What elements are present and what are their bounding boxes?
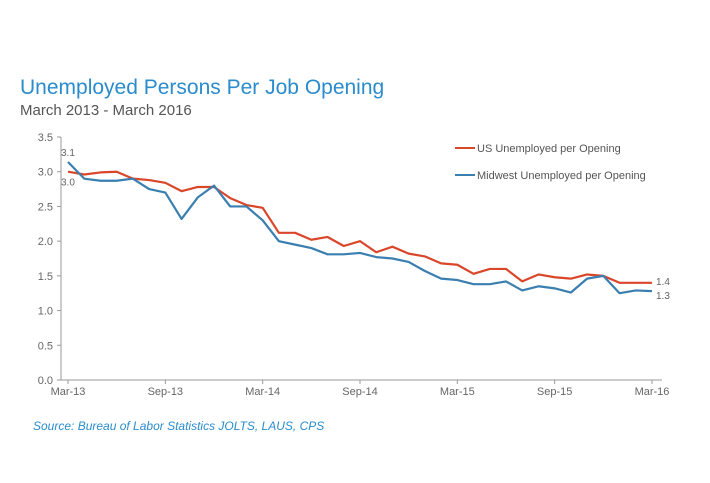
x-tick-label: Mar-14 <box>245 386 280 398</box>
y-tick-label: 2.0 <box>38 236 53 248</box>
x-tick-label: Sep-13 <box>148 386 183 398</box>
end-data-label: 1.3 <box>656 291 670 302</box>
chart-title: Unemployed Persons Per Job Opening <box>20 76 385 99</box>
y-tick-label: 2.5 <box>38 201 53 213</box>
chart-subtitle: March 2013 - March 2016 <box>20 102 192 119</box>
x-tick-label: Sep-15 <box>537 386 572 398</box>
y-tick-label: 1.0 <box>38 306 53 318</box>
start-data-label: 3.0 <box>61 178 75 189</box>
y-tick-label: 3.5 <box>38 132 53 144</box>
series-line-us <box>67 170 652 284</box>
y-tick-label: 3.0 <box>38 167 53 179</box>
y-tick-label: 1.5 <box>38 271 53 283</box>
legend-label: US Unemployed per Opening <box>477 143 621 155</box>
x-tick-label: Sep-14 <box>342 386 377 398</box>
x-tick-label: Mar-13 <box>51 386 86 398</box>
series-line-midwest <box>67 161 653 295</box>
legend-label: Midwest Unemployed per Opening <box>477 170 646 182</box>
start-data-label: 3.1 <box>61 148 75 159</box>
y-tick-label: 0.5 <box>38 340 53 352</box>
source-note: Source: Bureau of Labor Statistics JOLTS… <box>33 419 325 433</box>
y-tick-label: 0.0 <box>38 375 53 387</box>
x-tick-label: Mar-15 <box>440 386 475 398</box>
end-data-label: 1.4 <box>656 277 670 288</box>
x-tick-label: Mar-16 <box>635 386 670 398</box>
